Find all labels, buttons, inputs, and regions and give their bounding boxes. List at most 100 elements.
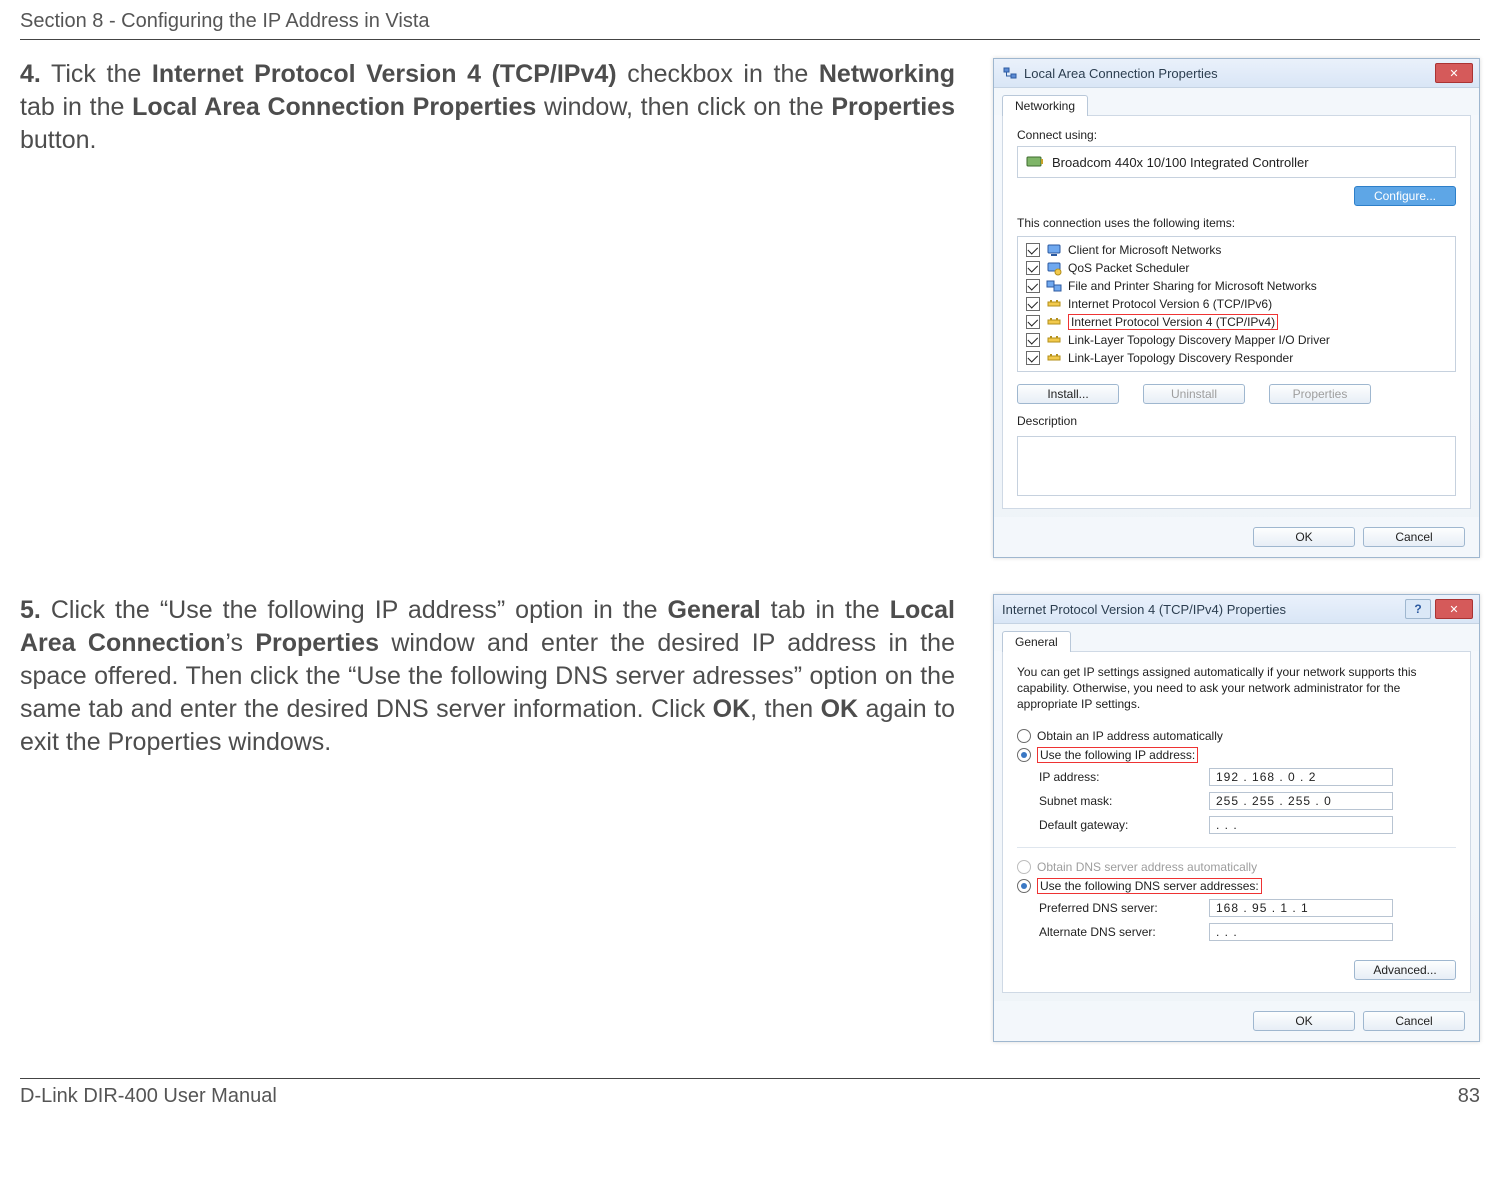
- proto-icon: [1046, 332, 1062, 348]
- t: Internet Protocol Version 4 (TCP/IPv4): [152, 60, 617, 88]
- t: , then: [750, 695, 820, 723]
- field-label: Subnet mask:: [1039, 794, 1209, 808]
- t: ’s: [225, 629, 255, 657]
- preferred-dns-input[interactable]: 168 . 95 . 1 . 1: [1209, 899, 1393, 917]
- t: Click the “Use the following IP address”…: [41, 596, 668, 624]
- tab-networking[interactable]: Networking: [1002, 95, 1088, 116]
- radio-label: Obtain DNS server address automatically: [1037, 860, 1257, 874]
- subnet-input[interactable]: 255 . 255 . 255 . 0: [1209, 792, 1393, 810]
- radio-label: Use the following IP address:: [1037, 747, 1198, 763]
- checkbox-icon[interactable]: [1026, 279, 1040, 293]
- dialog-footer: OK Cancel: [994, 517, 1479, 557]
- close-icon[interactable]: ✕: [1435, 599, 1473, 619]
- list-item[interactable]: Client for Microsoft Networks: [1018, 241, 1455, 259]
- proto-icon: [1046, 296, 1062, 312]
- dialog-title: Internet Protocol Version 4 (TCP/IPv4) P…: [1002, 602, 1286, 617]
- titlebar: Internet Protocol Version 4 (TCP/IPv4) P…: [994, 595, 1479, 624]
- subnet-row: Subnet mask: 255 . 255 . 255 . 0: [1017, 789, 1456, 813]
- step5-text: 5. Click the “Use the following IP addre…: [20, 594, 955, 759]
- t: Properties: [831, 93, 955, 121]
- checkbox-icon[interactable]: [1026, 243, 1040, 257]
- ok-button[interactable]: OK: [1253, 1011, 1355, 1031]
- t: tab in the: [20, 93, 132, 121]
- t: checkbox in the: [617, 60, 819, 88]
- divider: [1017, 847, 1456, 848]
- header-rule: [20, 39, 1480, 40]
- tabstrip: General: [994, 624, 1479, 651]
- t: window, then click on the: [536, 93, 831, 121]
- ip-address-input[interactable]: 192 . 168 . 0 . 2: [1209, 768, 1393, 786]
- item-label: Internet Protocol Version 4 (TCP/IPv4): [1068, 314, 1278, 330]
- field-label: Default gateway:: [1039, 818, 1209, 832]
- qos-icon: [1046, 260, 1062, 276]
- dialog-footer: OK Cancel: [994, 1001, 1479, 1041]
- cancel-button[interactable]: Cancel: [1363, 527, 1465, 547]
- list-item[interactable]: File and Printer Sharing for Microsoft N…: [1018, 277, 1455, 295]
- alternate-dns-input[interactable]: . . .: [1209, 923, 1393, 941]
- item-label: Internet Protocol Version 6 (TCP/IPv6): [1068, 297, 1272, 311]
- checkbox-icon[interactable]: [1026, 351, 1040, 365]
- t: tab in the: [761, 596, 890, 624]
- radio-label: Use the following DNS server addresses:: [1037, 878, 1262, 894]
- radio-auto-dns: Obtain DNS server address automatically: [1017, 858, 1456, 876]
- step4-text: 4. Tick the Internet Protocol Version 4 …: [20, 58, 955, 157]
- tabstrip: Networking: [994, 88, 1479, 115]
- radio-auto-ip[interactable]: Obtain an IP address automatically: [1017, 727, 1456, 745]
- list-item[interactable]: Internet Protocol Version 6 (TCP/IPv6): [1018, 295, 1455, 313]
- titlebar: Local Area Connection Properties ✕: [994, 59, 1479, 88]
- configure-button[interactable]: Configure...: [1354, 186, 1456, 206]
- radio-static-ip[interactable]: Use the following IP address:: [1017, 745, 1456, 765]
- checkbox-icon[interactable]: [1026, 297, 1040, 311]
- radio-static-dns[interactable]: Use the following DNS server addresses:: [1017, 876, 1456, 896]
- t: button.: [20, 126, 96, 154]
- proto-icon: [1046, 350, 1062, 366]
- t: General: [668, 596, 761, 624]
- page-footer: D-Link DIR-400 User Manual 83: [20, 1083, 1480, 1116]
- page-number: 83: [1458, 1085, 1480, 1108]
- checkbox-icon[interactable]: [1026, 315, 1040, 329]
- t: OK: [821, 695, 859, 723]
- close-icon[interactable]: ✕: [1435, 63, 1473, 83]
- nic-box: Broadcom 440x 10/100 Integrated Controll…: [1017, 146, 1456, 178]
- install-uninstall-row: Install... Uninstall Properties: [1017, 384, 1456, 404]
- field-label: Alternate DNS server:: [1039, 925, 1209, 939]
- radio-icon: [1017, 860, 1031, 874]
- list-item[interactable]: QoS Packet Scheduler: [1018, 259, 1455, 277]
- advanced-button[interactable]: Advanced...: [1354, 960, 1456, 980]
- checkbox-icon[interactable]: [1026, 261, 1040, 275]
- share-icon: [1046, 278, 1062, 294]
- info-text: You can get IP settings assigned automat…: [1017, 664, 1456, 713]
- step5-num: 5.: [20, 596, 41, 624]
- help-icon[interactable]: ?: [1405, 599, 1431, 619]
- step4-num: 4.: [20, 60, 41, 88]
- lan-properties-dialog: Local Area Connection Properties ✕ Netwo…: [993, 58, 1480, 558]
- gateway-input[interactable]: . . .: [1209, 816, 1393, 834]
- list-item[interactable]: Link-Layer Topology Discovery Responder: [1018, 349, 1455, 367]
- ipv4-properties-dialog: Internet Protocol Version 4 (TCP/IPv4) P…: [993, 594, 1480, 1042]
- uninstall-button[interactable]: Uninstall: [1143, 384, 1245, 404]
- t: OK: [713, 695, 751, 723]
- ok-button[interactable]: OK: [1253, 527, 1355, 547]
- t: Tick the: [41, 60, 152, 88]
- alternate-dns-row: Alternate DNS server: . . .: [1017, 920, 1456, 944]
- client-icon: [1046, 242, 1062, 258]
- t: Local Area Connection Properties: [132, 93, 536, 121]
- nic-name: Broadcom 440x 10/100 Integrated Controll…: [1052, 155, 1309, 170]
- checkbox-icon[interactable]: [1026, 333, 1040, 347]
- field-label: IP address:: [1039, 770, 1209, 784]
- items-list: Client for Microsoft Networks QoS Packet …: [1017, 236, 1456, 372]
- list-item[interactable]: Internet Protocol Version 4 (TCP/IPv4): [1018, 313, 1455, 331]
- step4-row: 4. Tick the Internet Protocol Version 4 …: [20, 58, 1480, 558]
- item-label: QoS Packet Scheduler: [1068, 261, 1189, 275]
- install-button[interactable]: Install...: [1017, 384, 1119, 404]
- cancel-button[interactable]: Cancel: [1363, 1011, 1465, 1031]
- properties-button[interactable]: Properties: [1269, 384, 1371, 404]
- item-label: Link-Layer Topology Discovery Responder: [1068, 351, 1293, 365]
- radio-label: Obtain an IP address automatically: [1037, 729, 1223, 743]
- proto-icon: [1046, 314, 1062, 330]
- tab-body: You can get IP settings assigned automat…: [1002, 651, 1471, 993]
- list-item[interactable]: Link-Layer Topology Discovery Mapper I/O…: [1018, 331, 1455, 349]
- item-label: Link-Layer Topology Discovery Mapper I/O…: [1068, 333, 1330, 347]
- tab-general[interactable]: General: [1002, 631, 1071, 652]
- step5-row: 5. Click the “Use the following IP addre…: [20, 594, 1480, 1042]
